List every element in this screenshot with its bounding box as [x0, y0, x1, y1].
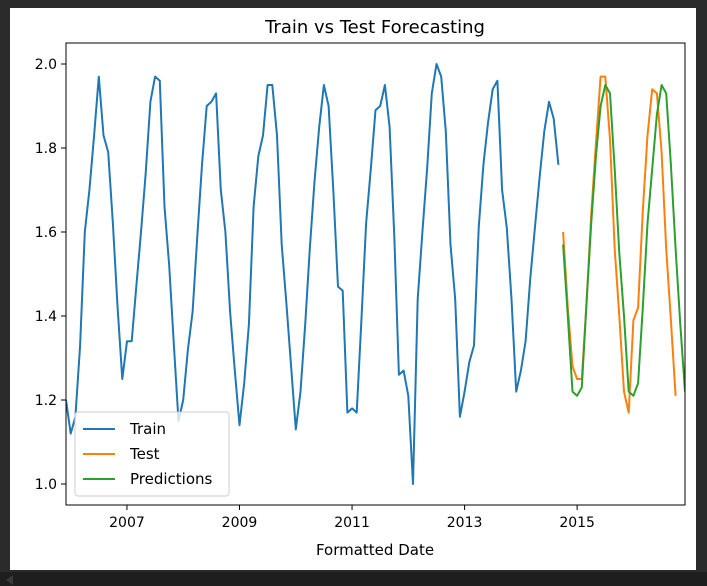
- y-tick-label: 2.0: [35, 57, 57, 73]
- y-tick-label: 1.2: [35, 393, 57, 409]
- x-axis-ticks: 2007 2009 2011 2013 2015: [109, 505, 595, 531]
- y-tick-label: 1.0: [35, 477, 57, 493]
- legend-label-predictions: Predictions: [130, 470, 213, 488]
- status-strip: [0, 572, 707, 586]
- figure-canvas: Train vs Test Forecasting 2007 2009 2011 20…: [10, 8, 696, 570]
- x-tick-label: 2013: [447, 515, 483, 531]
- series-line-train: [66, 63, 560, 485]
- chart-title: Train vs Test Forecasting: [264, 17, 485, 38]
- x-tick-label: 2007: [109, 515, 145, 531]
- x-tick-label: 2015: [559, 515, 595, 531]
- legend-box: [74, 411, 230, 497]
- legend-label-train: Train: [129, 420, 166, 438]
- y-tick-label: 1.4: [35, 309, 57, 325]
- y-tick-label: 1.6: [35, 225, 57, 241]
- axes-layer: [65, 42, 686, 506]
- x-tick-label: 2009: [222, 515, 258, 531]
- plot-frame: [65, 42, 686, 506]
- legend-label-test: Test: [129, 445, 160, 463]
- x-tick-label: 2011: [334, 515, 370, 531]
- y-axis-ticks: 1.0 1.2 1.4 1.6 1.8 2.0: [35, 57, 66, 493]
- series-layer: [66, 63, 685, 485]
- line-chart: Train vs Test Forecasting 2007 2009 2011 20…: [35, 17, 686, 559]
- x-axis-label: Formatted Date: [316, 541, 434, 559]
- scroll-arrow-icon[interactable]: [6, 575, 13, 585]
- y-tick-label: 1.8: [35, 141, 57, 157]
- legend: Train Test Predictions: [74, 411, 230, 497]
- series-line-predictions: [562, 84, 685, 397]
